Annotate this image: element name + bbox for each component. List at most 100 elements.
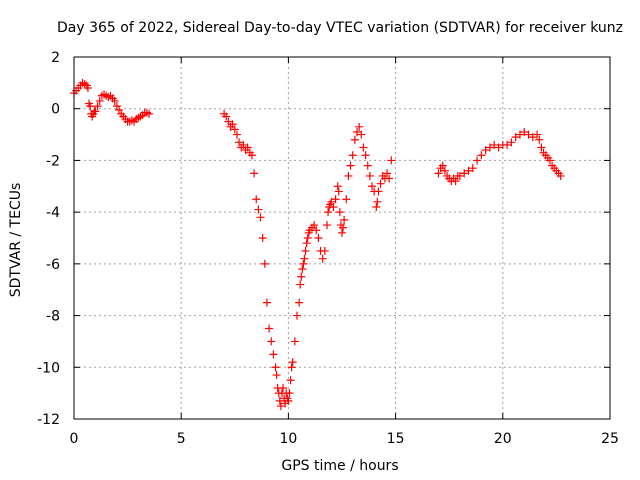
x-tick-label: 0 bbox=[70, 431, 79, 447]
data-point bbox=[434, 169, 443, 178]
data-point bbox=[235, 138, 244, 147]
data-point bbox=[228, 120, 237, 129]
data-point bbox=[272, 371, 281, 380]
data-point bbox=[327, 197, 336, 206]
data-point bbox=[335, 208, 344, 217]
data-point bbox=[357, 130, 366, 139]
data-point bbox=[464, 166, 473, 175]
data-point bbox=[286, 376, 295, 385]
data-point bbox=[545, 156, 554, 165]
data-point bbox=[93, 102, 102, 111]
data-point bbox=[322, 221, 331, 230]
x-axis-label: GPS time / hours bbox=[281, 458, 398, 474]
data-point bbox=[314, 234, 323, 242]
data-point bbox=[95, 96, 104, 105]
data-point bbox=[451, 177, 460, 186]
data-point bbox=[318, 254, 327, 263]
data-point bbox=[355, 122, 364, 131]
data-point bbox=[230, 125, 239, 134]
data-point bbox=[460, 169, 469, 178]
data-point bbox=[361, 151, 370, 160]
data-point bbox=[556, 171, 565, 180]
data-point bbox=[91, 107, 100, 116]
data-point bbox=[239, 140, 248, 149]
data-point bbox=[535, 135, 544, 144]
data-point bbox=[485, 143, 494, 152]
x-tick-label: 15 bbox=[387, 431, 405, 447]
data-point bbox=[503, 140, 512, 149]
data-point bbox=[250, 169, 259, 178]
data-point bbox=[490, 140, 499, 149]
y-tick-label: -12 bbox=[37, 412, 60, 428]
data-point bbox=[537, 143, 546, 152]
data-point bbox=[303, 234, 312, 242]
data-point bbox=[340, 215, 349, 224]
data-point bbox=[258, 234, 267, 242]
series-segment-2 bbox=[220, 109, 396, 411]
data-point bbox=[320, 246, 329, 255]
data-point bbox=[285, 389, 294, 398]
data-point bbox=[346, 161, 355, 170]
data-point bbox=[324, 208, 333, 217]
data-point bbox=[359, 143, 368, 152]
data-point bbox=[269, 350, 278, 359]
y-tick-label: -4 bbox=[46, 205, 60, 221]
data-point bbox=[265, 324, 274, 333]
data-point bbox=[342, 195, 351, 204]
data-point bbox=[383, 169, 392, 178]
data-point bbox=[222, 112, 231, 121]
data-point bbox=[385, 174, 394, 183]
data-point bbox=[292, 311, 301, 320]
data-point bbox=[331, 195, 340, 204]
data-point bbox=[333, 182, 342, 191]
data-point bbox=[260, 259, 269, 268]
data-point bbox=[298, 265, 307, 274]
data-point bbox=[301, 246, 310, 255]
data-point bbox=[468, 164, 477, 173]
data-point bbox=[494, 143, 503, 152]
data-points bbox=[70, 78, 565, 411]
data-point bbox=[524, 130, 533, 139]
data-point bbox=[300, 254, 309, 263]
y-tick-label: -8 bbox=[46, 309, 60, 325]
data-point bbox=[296, 280, 305, 289]
data-point bbox=[533, 130, 542, 139]
data-point bbox=[481, 146, 490, 155]
data-point bbox=[110, 96, 119, 105]
data-point bbox=[312, 226, 321, 235]
data-point bbox=[288, 358, 297, 367]
data-point bbox=[287, 363, 296, 372]
data-point bbox=[276, 402, 285, 411]
data-point bbox=[290, 337, 299, 346]
data-point bbox=[363, 161, 372, 170]
data-point bbox=[310, 221, 319, 230]
data-point bbox=[334, 187, 343, 196]
y-axis-label: SDTVAR / TECUs bbox=[8, 183, 24, 298]
data-point bbox=[507, 138, 516, 147]
data-point bbox=[297, 272, 306, 281]
data-point bbox=[247, 151, 256, 160]
grid bbox=[74, 57, 610, 419]
x-tick-label: 25 bbox=[601, 431, 619, 447]
y-tick-label: -10 bbox=[37, 360, 60, 376]
data-point bbox=[473, 156, 482, 165]
data-point bbox=[243, 143, 252, 152]
data-point bbox=[86, 102, 95, 111]
data-point bbox=[376, 179, 385, 188]
data-point bbox=[350, 135, 359, 144]
data-point bbox=[373, 197, 382, 206]
data-point bbox=[275, 396, 284, 405]
data-point bbox=[365, 171, 374, 180]
data-point bbox=[374, 187, 383, 196]
series-segment-1 bbox=[70, 78, 154, 126]
data-point bbox=[299, 259, 308, 268]
data-point bbox=[353, 127, 362, 136]
data-point bbox=[528, 133, 537, 142]
series-segment-3 bbox=[434, 127, 565, 186]
data-point bbox=[387, 156, 396, 165]
data-point bbox=[520, 127, 529, 136]
y-tick-label: -6 bbox=[46, 257, 60, 273]
y-tick-label: 0 bbox=[51, 102, 60, 118]
